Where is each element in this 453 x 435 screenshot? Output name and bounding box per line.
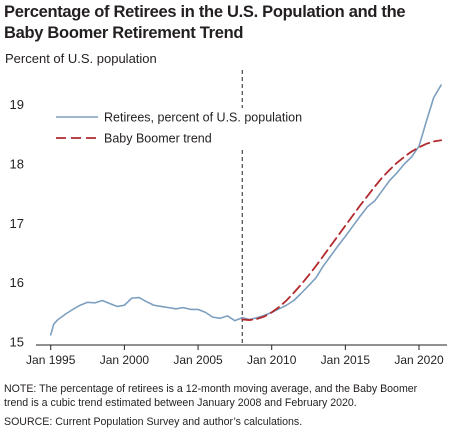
chart-source: SOURCE: Current Population Survey and au… — [4, 416, 303, 428]
series-line-retirees — [49, 84, 442, 336]
series-lines — [49, 84, 443, 336]
series-line-baby-boomer-trend — [241, 139, 443, 321]
x-tick-label: Jan 1995 — [26, 353, 76, 367]
x-tick-label: Jan 2015 — [321, 353, 371, 367]
y-tick-label: 19 — [10, 97, 24, 112]
x-tick-label: Jan 2005 — [173, 353, 223, 367]
chart-title-line-1: Percentage of Retirees in the U.S. Popul… — [4, 3, 406, 21]
note-line-2: trend is a cubic trend estimated between… — [4, 397, 357, 409]
x-tick-label: Jan 2010 — [247, 353, 297, 367]
legend-label: Retirees, percent of U.S. population — [104, 111, 302, 125]
chart-title-line-2: Baby Boomer Retirement Trend — [4, 24, 244, 42]
y-axis-label: Percent of U.S. population — [5, 51, 157, 66]
line-chart: Percent of U.S. population 15 16 17 18 19 Jan… — [5, 51, 447, 367]
note-line-1: NOTE: The percentage of retirees is a 12… — [4, 383, 418, 395]
chart-title: Percentage of Retirees in the U.S. Popul… — [4, 2, 449, 44]
y-tick-label: 18 — [10, 156, 24, 171]
y-tick-label: 16 — [10, 275, 24, 290]
legend: Retirees, percent of U.S. population Baby… — [56, 111, 302, 146]
x-tick-label: Jan 2020 — [394, 353, 444, 367]
chart-note: NOTE: The percentage of retirees is a 12… — [4, 382, 449, 410]
axes: 15 16 17 18 19 Jan 1995 Jan 2000 Jan 2005 Jan 20… — [10, 97, 447, 367]
x-tick-label: Jan 2000 — [100, 353, 150, 367]
legend-label: Baby Boomer trend — [104, 132, 212, 146]
y-tick-label: 15 — [10, 335, 24, 350]
y-tick-label: 17 — [10, 216, 24, 231]
